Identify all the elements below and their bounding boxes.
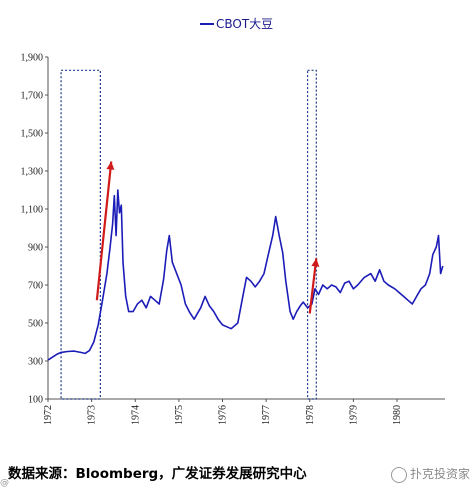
- y-tick-label: 1,300: [21, 167, 44, 178]
- y-tick-label: 1,900: [21, 53, 44, 64]
- x-tick-label: 1979: [348, 405, 359, 425]
- y-tick-label: 500: [28, 319, 43, 330]
- legend: CBOT大豆: [200, 17, 273, 31]
- y-tick-label: 1,700: [21, 91, 44, 102]
- trend-arrow-shaft: [308, 258, 318, 314]
- y-tick-label: 700: [28, 281, 43, 292]
- y-tick-label: 300: [28, 357, 43, 368]
- series-group: [47, 189, 444, 361]
- x-tick-label: 1976: [218, 405, 229, 425]
- arrows-group: [95, 161, 320, 314]
- y-ticks: 100 300 500 700 900 1,100 1,300 1,500 1,700 1,900: [21, 53, 48, 406]
- y-tick-label: 1,500: [21, 129, 44, 140]
- highlight-box: [60, 69, 101, 400]
- series-line: [47, 189, 444, 361]
- x-tick-label: 1977: [261, 405, 272, 425]
- x-ticks: 1972 1973 1974 1975 1976 1977 1978 1979 1980: [43, 399, 403, 425]
- watermark: 扑克投资家: [386, 461, 470, 487]
- y-tick-label: 1,100: [21, 205, 44, 216]
- x-tick-label: 1978: [305, 405, 316, 425]
- legend-label: CBOT大豆: [216, 17, 273, 31]
- corner-mark: @: [0, 478, 9, 488]
- trend-arrow-head: [106, 161, 115, 170]
- y-tick-label: 900: [28, 243, 43, 254]
- watermark-icon: [390, 466, 407, 483]
- x-tick-label: 1975: [174, 405, 185, 425]
- chart: CBOT大豆 100 300 500 700 900 1,100 1,300 1,500 1,7…: [21, 17, 445, 425]
- watermark-text: 扑克投资家: [409, 467, 470, 481]
- x-tick-label: 1974: [130, 405, 141, 425]
- axes: [47, 57, 445, 400]
- trend-arrow-shaft: [95, 161, 113, 301]
- source-note: 数据来源：Bloomberg，广发证券发展研究中心: [8, 466, 307, 482]
- trend-arrow-head: [311, 258, 320, 267]
- x-tick-label: 1972: [43, 405, 54, 425]
- highlight-boxes: [60, 69, 317, 400]
- x-tick-label: 1973: [87, 405, 98, 425]
- highlight-box: [306, 69, 317, 400]
- y-tick-label: 100: [28, 395, 43, 406]
- x-tick-label: 1980: [392, 405, 403, 425]
